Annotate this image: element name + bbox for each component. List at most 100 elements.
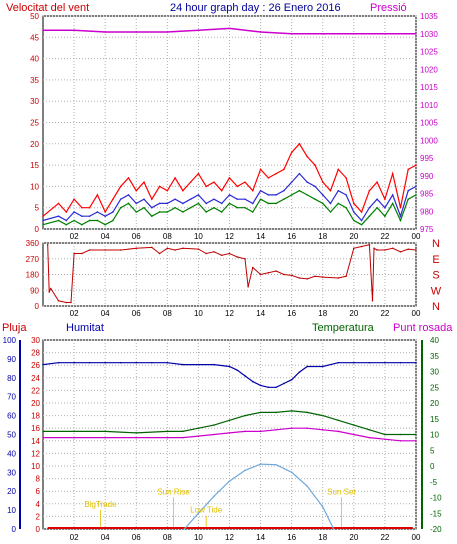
x-tick-label: 10 bbox=[194, 309, 203, 318]
series-pressure-point bbox=[166, 31, 169, 33]
event-label: Low Tide bbox=[190, 506, 223, 515]
series-humidity-point bbox=[267, 386, 270, 389]
series-direction-point bbox=[314, 275, 316, 278]
series-humidity-point bbox=[415, 361, 417, 364]
y-right-tick-label: 990 bbox=[420, 172, 434, 181]
y-temperature-tick-label: 5 bbox=[430, 446, 435, 455]
series-average-point bbox=[119, 198, 122, 200]
event-label: Sun Rise bbox=[157, 487, 190, 496]
x-tick-label: 22 bbox=[380, 309, 389, 318]
compass-label: N bbox=[432, 301, 440, 313]
x-tick-label: 16 bbox=[287, 232, 296, 241]
series-direction-point bbox=[290, 274, 293, 277]
series-direction-point bbox=[399, 250, 402, 253]
series-direction-point bbox=[158, 252, 161, 255]
y-temperature-tick-label: -15 bbox=[430, 509, 442, 518]
y-temperature-tick-label: -10 bbox=[430, 494, 442, 503]
series-average-point bbox=[306, 181, 309, 183]
series-direction-point bbox=[252, 266, 254, 269]
x-tick-label: 02 bbox=[70, 309, 79, 318]
series-gust-point bbox=[353, 202, 355, 205]
y-right-tick-label: 975 bbox=[420, 225, 434, 234]
series-green-point bbox=[353, 219, 355, 222]
series-pressure-point bbox=[290, 32, 293, 35]
series-sun-point bbox=[213, 495, 215, 498]
series-temperature-point bbox=[368, 428, 371, 431]
series-average-point bbox=[135, 202, 138, 205]
series-gust-point bbox=[104, 211, 106, 213]
series-gust-point bbox=[314, 164, 316, 166]
series-temperature-point bbox=[104, 430, 106, 433]
y-rain-tick-label: 30 bbox=[31, 336, 40, 345]
series-green-point bbox=[189, 206, 192, 209]
series-gust-point bbox=[415, 164, 417, 166]
y-left-tick-label: 180 bbox=[26, 271, 40, 280]
x-tick-label: 04 bbox=[101, 309, 110, 318]
series-temperature-point bbox=[306, 411, 309, 414]
series-green-point bbox=[57, 219, 60, 222]
series-dew_point-point bbox=[228, 432, 231, 434]
y-humidity-tick-label: 80 bbox=[7, 374, 16, 383]
series-temperature-point bbox=[353, 424, 355, 426]
series-green-point bbox=[283, 198, 285, 200]
series-average-point bbox=[205, 202, 207, 205]
series-average-line bbox=[42, 172, 417, 222]
series-average-point bbox=[244, 198, 246, 200]
series-gust-point bbox=[236, 185, 239, 188]
series-temperature-point bbox=[182, 430, 184, 433]
series-green-point bbox=[314, 198, 316, 200]
series-humidity-point bbox=[399, 361, 402, 364]
series-gust-point bbox=[298, 143, 301, 145]
series-direction-point bbox=[65, 301, 68, 304]
series-gust-point bbox=[391, 172, 394, 175]
series-humidity-point bbox=[283, 382, 285, 385]
series-gust-point bbox=[189, 181, 192, 183]
series-green-point bbox=[127, 202, 130, 205]
series-sun-point bbox=[321, 506, 324, 508]
series-humidity-point bbox=[259, 384, 262, 387]
series-direction-point bbox=[88, 249, 91, 251]
series-gust-point bbox=[399, 206, 402, 209]
series-average-point bbox=[220, 202, 223, 205]
event-layer: BigTrade Sun Rise Low Tide Sun Set bbox=[84, 487, 356, 527]
series-dew_point-point bbox=[275, 428, 277, 431]
series-average-point bbox=[283, 189, 285, 192]
x-tick-label: 00 bbox=[412, 232, 421, 241]
series-average-point bbox=[228, 194, 231, 196]
series-direction-point bbox=[119, 249, 122, 251]
y-rain-tick-label: 8 bbox=[36, 475, 41, 484]
x-tick-label: 20 bbox=[349, 232, 358, 241]
y-left-tick-label: 40 bbox=[30, 55, 39, 64]
x-tick-label: 14 bbox=[256, 232, 265, 241]
x-tick-label: 08 bbox=[163, 309, 172, 318]
series-sun-point bbox=[244, 469, 246, 472]
series-humidity-point bbox=[290, 378, 293, 381]
series-humidity-point bbox=[166, 361, 169, 364]
y-left-tick-label: 35 bbox=[30, 76, 39, 85]
x-tick-label: 08 bbox=[163, 533, 172, 542]
series-gust-point bbox=[57, 202, 60, 205]
series-average-point bbox=[174, 198, 176, 200]
tick-label-layer: 0510152025303540455097598098599099510001… bbox=[3, 12, 442, 542]
y-rain-tick-label: 12 bbox=[31, 449, 40, 458]
x-tick-label: 12 bbox=[225, 232, 234, 241]
y-right-tick-label: 985 bbox=[420, 190, 434, 199]
series-humidity-point bbox=[353, 361, 355, 364]
series-green-point bbox=[88, 219, 91, 222]
series-direction-point bbox=[81, 252, 83, 255]
series-average-point bbox=[104, 215, 106, 218]
x-tick-label: 16 bbox=[287, 309, 296, 318]
series-temperature-point bbox=[166, 430, 169, 433]
series-average-point bbox=[96, 211, 99, 213]
y-right-tick-label: 1005 bbox=[420, 119, 438, 128]
series-gust-point bbox=[73, 198, 75, 200]
series-gust-point bbox=[213, 181, 215, 183]
series-temperature-point bbox=[197, 427, 200, 430]
series-direction-point bbox=[376, 249, 378, 251]
series-dew_point-point bbox=[399, 440, 402, 442]
series-gust-point bbox=[112, 198, 114, 200]
series-green-point bbox=[368, 215, 371, 218]
series-humidity-point bbox=[384, 361, 386, 364]
series-direction-point bbox=[57, 299, 60, 302]
y-right-tick-label: 980 bbox=[420, 207, 434, 216]
